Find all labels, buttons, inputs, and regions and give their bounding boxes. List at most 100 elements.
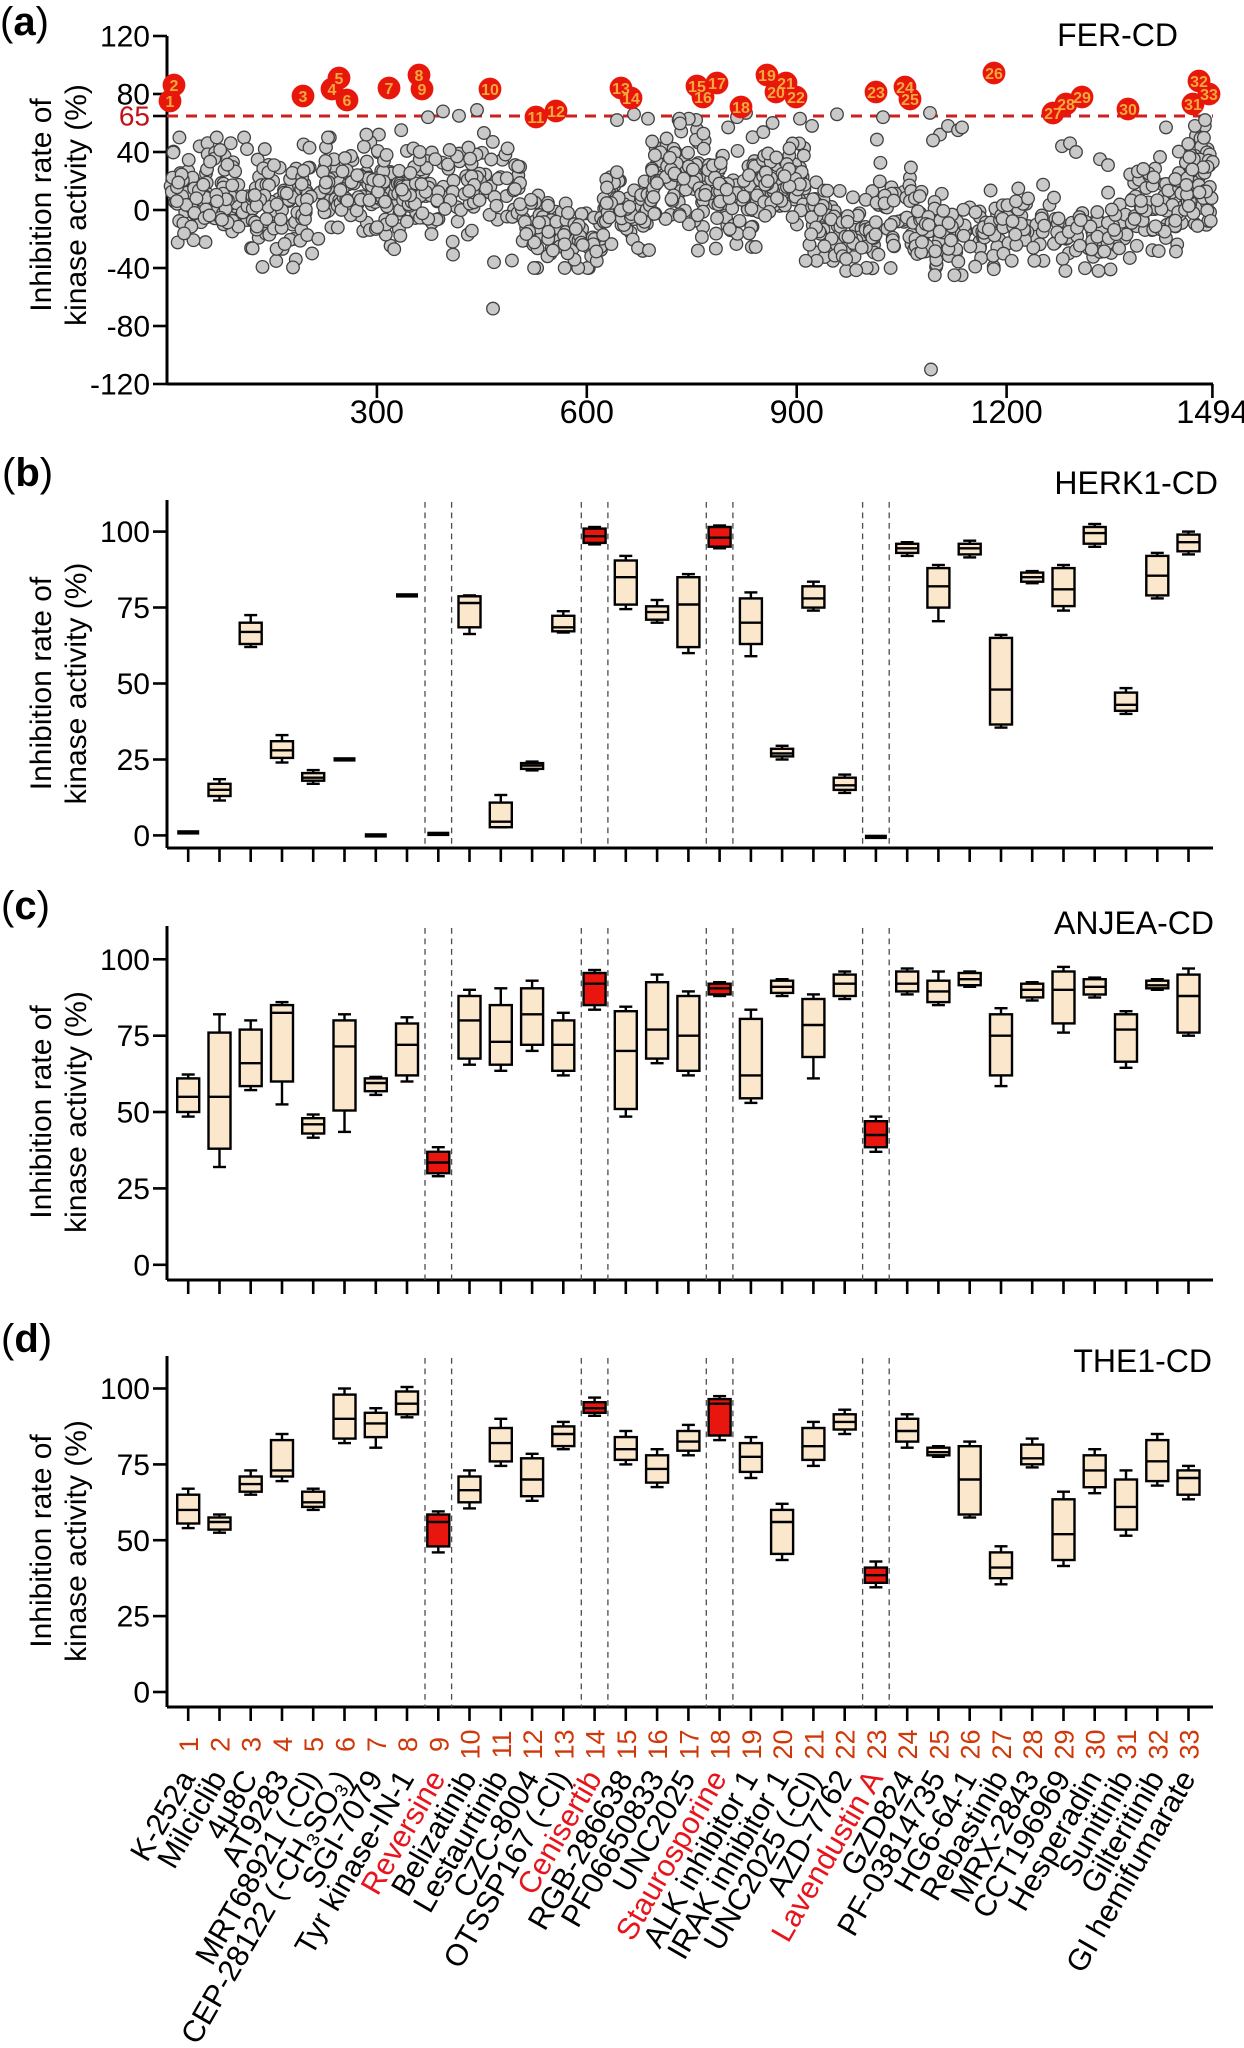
svg-text:27: 27 xyxy=(987,1729,1017,1759)
svg-text:11: 11 xyxy=(487,1730,517,1758)
svg-text:100: 100 xyxy=(100,1373,150,1406)
svg-text:2: 2 xyxy=(206,1737,236,1752)
svg-text:17: 17 xyxy=(674,1729,704,1759)
svg-text:19: 19 xyxy=(737,1729,767,1759)
svg-text:Inhibition rate of: Inhibition rate of xyxy=(25,1434,58,1648)
svg-text:25: 25 xyxy=(924,1729,954,1759)
svg-text:25: 25 xyxy=(117,1173,150,1206)
svg-text:9: 9 xyxy=(424,1737,454,1752)
svg-text:300: 300 xyxy=(350,394,404,430)
svg-text:24: 24 xyxy=(896,80,914,97)
svg-text:1200: 1200 xyxy=(970,394,1042,430)
svg-text:kinase activity (%): kinase activity (%) xyxy=(60,1420,93,1662)
svg-text:3: 3 xyxy=(237,1737,267,1752)
svg-text:50: 50 xyxy=(117,1525,150,1558)
svg-text:100: 100 xyxy=(100,944,150,977)
svg-text:-40: -40 xyxy=(107,253,150,286)
svg-text:25: 25 xyxy=(117,744,150,777)
svg-text:21: 21 xyxy=(799,1729,829,1759)
svg-text:0: 0 xyxy=(133,820,150,853)
svg-text:7: 7 xyxy=(385,81,394,98)
svg-text:16: 16 xyxy=(643,1729,673,1759)
svg-text:Inhibition rate of: Inhibition rate of xyxy=(25,98,58,312)
svg-text:15: 15 xyxy=(612,1729,642,1759)
svg-text:0: 0 xyxy=(133,1249,150,1282)
svg-text:3: 3 xyxy=(299,89,308,106)
svg-text:THE1-CD: THE1-CD xyxy=(1073,1343,1212,1379)
svg-text:21: 21 xyxy=(777,76,795,93)
svg-text:22: 22 xyxy=(831,1729,861,1759)
svg-text:(d): (d) xyxy=(1,1317,52,1361)
svg-text:23: 23 xyxy=(862,1729,892,1759)
svg-text:8: 8 xyxy=(415,68,424,85)
svg-text:0: 0 xyxy=(133,1677,150,1710)
svg-text:-80: -80 xyxy=(107,311,150,344)
svg-text:(b): (b) xyxy=(2,451,53,495)
svg-text:23: 23 xyxy=(867,85,885,102)
svg-text:1: 1 xyxy=(174,1737,204,1752)
svg-text:(a): (a) xyxy=(0,0,49,44)
svg-text:4: 4 xyxy=(328,82,337,99)
svg-text:-120: -120 xyxy=(90,369,150,402)
svg-text:ANJEA-CD: ANJEA-CD xyxy=(1054,905,1214,941)
svg-text:31: 31 xyxy=(1184,97,1202,114)
svg-text:10: 10 xyxy=(456,1729,486,1759)
svg-text:10: 10 xyxy=(481,82,499,99)
svg-text:22: 22 xyxy=(787,90,805,107)
svg-text:29: 29 xyxy=(1050,1729,1080,1759)
svg-text:25: 25 xyxy=(901,92,919,109)
svg-text:33: 33 xyxy=(1175,1729,1205,1759)
svg-text:27: 27 xyxy=(1044,106,1062,123)
svg-text:28: 28 xyxy=(1057,97,1075,114)
svg-text:40: 40 xyxy=(117,137,150,170)
svg-text:33: 33 xyxy=(1200,87,1218,104)
svg-text:6: 6 xyxy=(331,1737,361,1752)
svg-text:28: 28 xyxy=(1018,1729,1048,1759)
svg-text:14: 14 xyxy=(622,91,640,108)
svg-text:26: 26 xyxy=(956,1729,986,1759)
svg-text:75: 75 xyxy=(117,1449,150,1482)
svg-text:18: 18 xyxy=(732,100,750,117)
svg-text:14: 14 xyxy=(581,1729,611,1759)
svg-text:1: 1 xyxy=(166,94,175,111)
svg-text:75: 75 xyxy=(117,592,150,625)
svg-text:FER-CD: FER-CD xyxy=(1057,17,1178,53)
svg-text:kinase activity (%): kinase activity (%) xyxy=(60,84,93,326)
svg-text:11: 11 xyxy=(528,110,545,127)
svg-text:12: 12 xyxy=(547,104,565,121)
svg-text:32: 32 xyxy=(1143,1729,1173,1759)
svg-text:1494: 1494 xyxy=(1176,394,1244,430)
svg-text:5: 5 xyxy=(335,71,344,88)
svg-text:13: 13 xyxy=(549,1729,579,1759)
svg-text:16: 16 xyxy=(694,90,712,107)
svg-text:4: 4 xyxy=(268,1737,298,1752)
svg-text:100: 100 xyxy=(100,516,150,549)
svg-text:24: 24 xyxy=(893,1729,923,1759)
svg-text:8: 8 xyxy=(393,1737,423,1752)
svg-text:kinase activity (%): kinase activity (%) xyxy=(60,991,93,1233)
svg-text:17: 17 xyxy=(708,76,726,93)
svg-text:32: 32 xyxy=(1190,74,1208,91)
svg-text:kinase activity (%): kinase activity (%) xyxy=(60,563,93,805)
svg-text:Inhibition rate of: Inhibition rate of xyxy=(25,1005,58,1219)
svg-text:29: 29 xyxy=(1073,90,1091,107)
svg-text:2: 2 xyxy=(170,78,179,95)
svg-text:26: 26 xyxy=(985,66,1003,83)
svg-text:15: 15 xyxy=(688,79,706,96)
svg-text:12: 12 xyxy=(518,1729,548,1759)
svg-text:(c): (c) xyxy=(1,884,50,928)
svg-text:13: 13 xyxy=(612,81,630,98)
svg-text:50: 50 xyxy=(117,1097,150,1130)
svg-text:30: 30 xyxy=(1081,1729,1111,1759)
svg-text:25: 25 xyxy=(117,1601,150,1634)
svg-text:900: 900 xyxy=(770,394,824,430)
svg-text:19: 19 xyxy=(758,68,776,85)
svg-text:9: 9 xyxy=(418,82,427,99)
svg-text:50: 50 xyxy=(117,668,150,701)
svg-text:600: 600 xyxy=(560,394,614,430)
svg-text:20: 20 xyxy=(768,1729,798,1759)
svg-text:120: 120 xyxy=(100,21,150,54)
svg-text:30: 30 xyxy=(1119,102,1137,119)
svg-text:6: 6 xyxy=(343,93,352,110)
svg-text:20: 20 xyxy=(767,85,785,102)
